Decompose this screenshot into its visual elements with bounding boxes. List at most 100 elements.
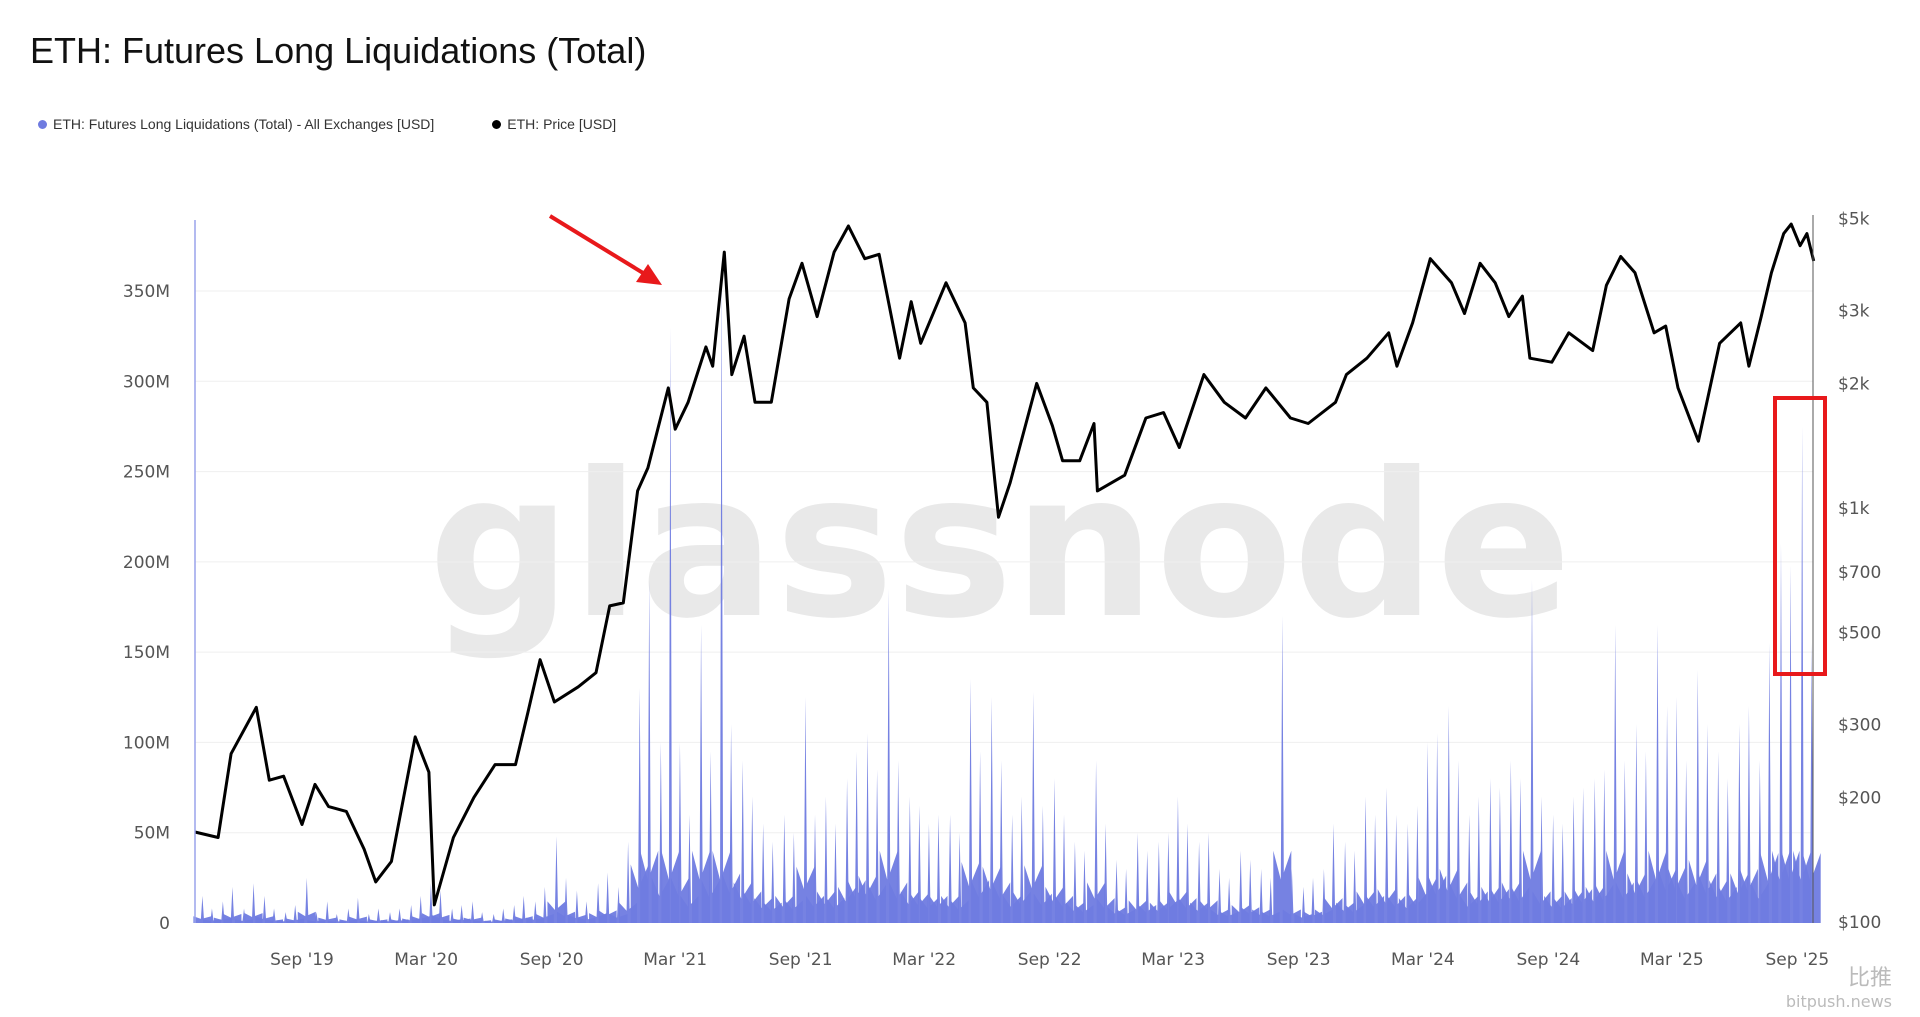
liquidation-spike	[1087, 760, 1106, 923]
liquidation-spike	[722, 724, 741, 923]
liquidation-spike	[680, 814, 699, 923]
liquidation-spike	[265, 908, 284, 923]
y-left-tick-label: 300M	[123, 372, 170, 392]
legend-item-liquidations[interactable]: ETH: Futures Long Liquidations (Total) -…	[38, 116, 434, 132]
legend-item-price[interactable]: ETH: Price [USD]	[492, 116, 616, 132]
liquidation-spike	[784, 832, 803, 923]
liquidation-spike	[202, 908, 221, 923]
liquidation-spike	[327, 913, 346, 923]
liquidation-spike	[1771, 543, 1790, 923]
source-watermark-site: bitpush.news	[1785, 992, 1892, 1011]
liquidation-spike	[971, 751, 990, 923]
y-right-tick-label: $200	[1838, 788, 1881, 808]
liquidation-spike	[1636, 751, 1655, 923]
liquidation-spike	[847, 751, 866, 923]
x-tick-label: Mar '21	[643, 950, 707, 970]
liquidation-spike	[670, 742, 689, 923]
liquidation-spike	[1398, 823, 1417, 923]
liquidation-spike	[1241, 859, 1260, 923]
liquidation-spike	[1356, 796, 1375, 923]
liquidation-spike	[598, 872, 617, 923]
liquidation-spike	[692, 625, 711, 923]
liquidation-spike	[1210, 868, 1229, 923]
liquidation-spike	[961, 679, 980, 923]
liquidation-spike	[1336, 841, 1355, 923]
liquidation-spike	[505, 904, 524, 923]
liquidation-spike	[796, 697, 815, 923]
liquidation-spike	[950, 832, 969, 923]
liquidation-spike	[1304, 877, 1323, 923]
liquidation-spike	[1168, 796, 1187, 923]
liquidation-spike	[1658, 706, 1677, 923]
liquidation-spike	[900, 796, 919, 923]
liquidation-spike	[868, 769, 887, 923]
liquidation-spike	[421, 883, 440, 923]
liquidation-spike	[1677, 760, 1696, 923]
liquidation-spike	[1481, 778, 1500, 923]
x-tick-label: Mar '25	[1640, 950, 1704, 970]
liquidation-spike	[1418, 742, 1437, 923]
liquidation-spike	[1739, 706, 1758, 923]
liquidation-spike	[1698, 724, 1717, 923]
liquidation-spike	[1190, 841, 1209, 923]
liquidation-spike	[463, 901, 482, 923]
liquidation-spike	[297, 877, 316, 923]
liquidation-spike	[1469, 796, 1488, 923]
y-left-tick-label: 200M	[123, 553, 170, 573]
liquidation-spike	[1615, 760, 1634, 923]
x-tick-label: Sep '23	[1267, 950, 1331, 970]
liquidation-spike	[1377, 787, 1396, 923]
liquidation-spike	[1366, 814, 1385, 923]
y-left-tick-label: 150M	[123, 643, 170, 663]
liquidation-spike	[1033, 805, 1052, 923]
y-left-tick-label: 250M	[123, 463, 170, 483]
liquidation-spike	[1314, 868, 1333, 923]
liquidation-spike	[348, 897, 367, 923]
liquidation-spike	[213, 901, 232, 923]
liquidation-spike	[1428, 733, 1447, 923]
liquidation-spike	[1730, 724, 1749, 923]
liquidation-spike	[402, 904, 421, 923]
y-left-tick-label: 50M	[134, 824, 170, 844]
x-tick-label: Sep '21	[769, 950, 833, 970]
liquidation-spike	[1760, 643, 1779, 923]
liquidation-spike	[806, 814, 825, 923]
liquidation-spike	[941, 814, 960, 923]
liquidation-spike	[763, 841, 782, 923]
annotation-arrow	[548, 214, 650, 278]
liquidation-spike	[1595, 769, 1614, 923]
liquidation-spike	[411, 895, 430, 923]
liquidation-spike	[1107, 859, 1126, 923]
liquidation-spike	[754, 823, 773, 923]
liquidation-spike	[369, 908, 388, 923]
liquidation-spike	[1128, 832, 1147, 923]
liquidation-spike	[1261, 877, 1280, 923]
liquidation-spike	[743, 796, 762, 923]
liquidation-spike	[929, 814, 948, 923]
liquidation-spike	[535, 886, 554, 923]
y-right-tick-label: $500	[1838, 624, 1881, 644]
liquidation-spike	[1045, 778, 1064, 923]
source-watermark: 比推 bitpush.news	[1786, 960, 1892, 1011]
liquidation-spike	[1522, 579, 1541, 923]
liquidation-spike	[640, 579, 659, 923]
y-right-tick-label: $2k	[1838, 374, 1870, 394]
liquidation-spike	[307, 912, 326, 923]
liquidation-spike	[255, 895, 274, 923]
liquidation-spike	[712, 263, 731, 923]
liquidation-spike	[473, 912, 492, 923]
liquidation-spike	[775, 814, 794, 923]
liquidation-spike	[547, 836, 566, 923]
liquidation-spike	[1252, 868, 1271, 923]
y-right-tick-label: $300	[1838, 715, 1881, 735]
price-line	[194, 222, 1816, 907]
liquidation-spike	[1781, 565, 1800, 923]
liquidation-spike	[1501, 760, 1520, 923]
liquidation-spike	[577, 901, 596, 923]
liquidation-spike	[1490, 787, 1509, 923]
liquidation-spike	[838, 778, 857, 923]
liquidation-spike	[567, 890, 586, 923]
liquidation-spike	[858, 733, 877, 923]
liquidation-spike	[661, 327, 680, 924]
x-tick-label: Sep '22	[1018, 950, 1082, 970]
